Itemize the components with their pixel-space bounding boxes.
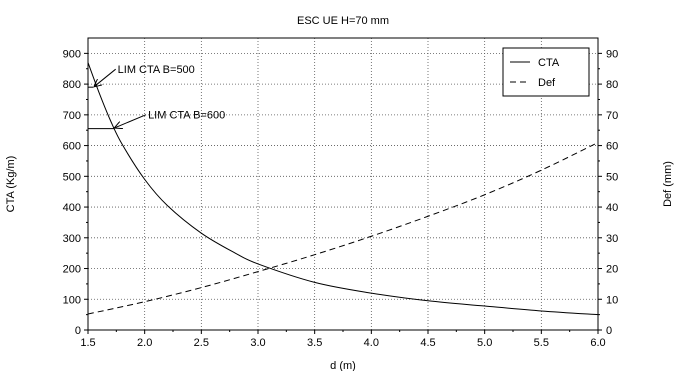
x-tick-label: 3.5 [307, 337, 322, 349]
annotation-label: LIM CTA B=500 [118, 64, 195, 76]
y-tick-label: 600 [63, 141, 81, 153]
y-tick-label: 900 [63, 48, 81, 60]
x-tick-label: 1.5 [80, 337, 95, 349]
y2-tick-label: 80 [606, 79, 618, 91]
legend-box [502, 47, 590, 97]
y-tick-label: 800 [63, 79, 81, 91]
x-tick-label: 2.5 [194, 337, 209, 349]
x-tick-label: 6.0 [590, 337, 605, 349]
x-axis-title: d (m) [330, 360, 356, 371]
y2-tick-label: 40 [606, 202, 618, 214]
tick-labels: 1.5 2.0 2.5 3.0 3.5 4.0 4.5 5.0 5.5 6.00100200300… [63, 48, 619, 349]
y-tick-label: 500 [63, 171, 81, 183]
y2-tick-label: 60 [606, 141, 618, 153]
x-tick-label: 5.5 [534, 337, 549, 349]
x-tick-label: 5.0 [477, 337, 492, 349]
y2-tick-label: 90 [606, 48, 618, 60]
annotation-arrow [95, 68, 116, 86]
annotation-label: LIM CTA B=600 [148, 110, 225, 122]
y2-tick-label: 70 [606, 110, 618, 122]
y2-tick-label: 10 [606, 294, 618, 306]
grid [88, 38, 598, 330]
x-tick-label: 4.0 [364, 337, 379, 349]
annotation-arrow [115, 114, 147, 128]
series-line-def [87, 142, 599, 315]
y-tick-label: 100 [63, 294, 81, 306]
y2-axis-title: Def (mm) [662, 161, 674, 207]
legend-label-cta: CTA [538, 57, 560, 69]
y-tick-label: 700 [63, 110, 81, 122]
y-tick-label: 400 [63, 202, 81, 214]
y2-tick-label: 30 [606, 233, 618, 245]
y-tick-label: 0 [75, 325, 81, 337]
plot-frame [87, 37, 599, 331]
legend: CTA Def [502, 47, 590, 97]
chart-title: ESC UE H=70 mm [297, 15, 389, 27]
legend-label-def: Def [538, 77, 556, 89]
y-axis-title: CTA (Kg/m) [5, 156, 17, 213]
y-tick-label: 300 [63, 233, 81, 245]
x-tick-label: 2.0 [137, 337, 152, 349]
annotations: LIM CTA B=500 LIM CTA B=600 [88, 64, 225, 130]
x-tick-label: 4.5 [420, 337, 435, 349]
y2-tick-label: 20 [606, 264, 618, 276]
y2-tick-label: 0 [606, 325, 612, 337]
y-tick-label: 200 [63, 264, 81, 276]
x-tick-label: 3.0 [250, 337, 265, 349]
y2-tick-label: 50 [606, 171, 618, 183]
